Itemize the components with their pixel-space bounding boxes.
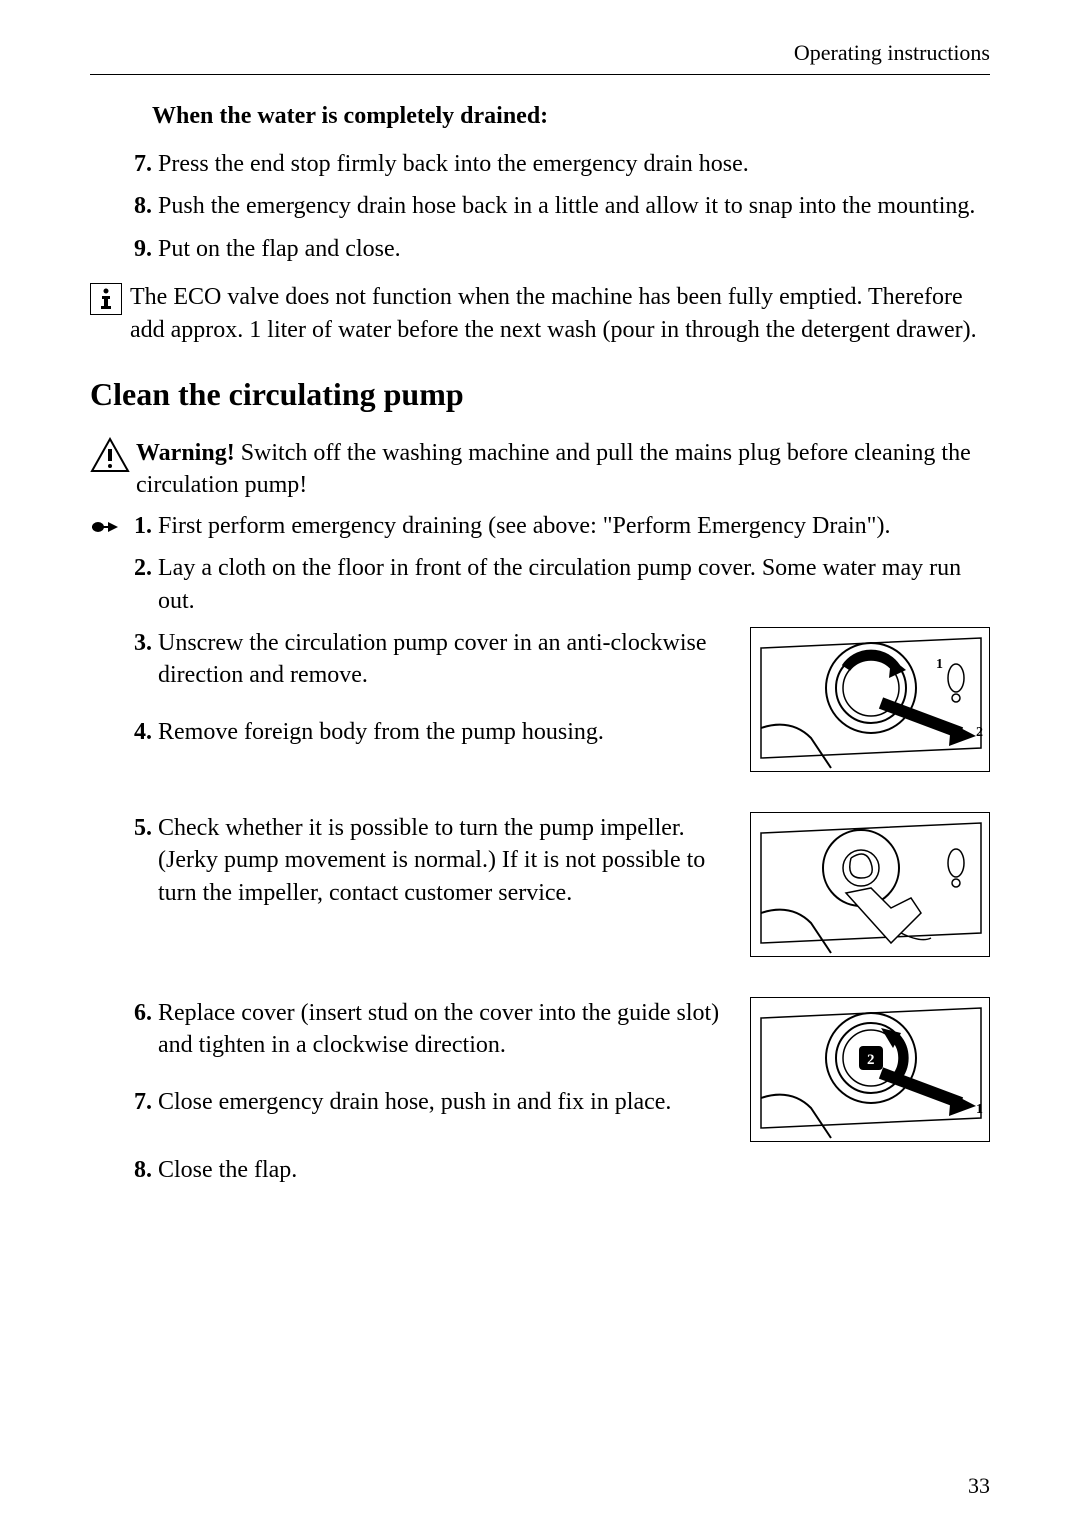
step-num: 5.: [124, 812, 152, 909]
step-8: 8. Push the emergency drain hose back in…: [124, 190, 990, 222]
diagram-unscrew: 1 2: [750, 627, 990, 772]
info-icon: [90, 283, 122, 315]
info-text: The ECO valve does not function when the…: [130, 281, 990, 346]
svg-text:1: 1: [976, 1102, 983, 1117]
step-4: 4. Remove foreign body from the pump hou…: [124, 716, 738, 748]
svg-text:2: 2: [976, 725, 983, 740]
page-number: 33: [968, 1473, 990, 1499]
step-text: Press the end stop firmly back into the …: [158, 148, 990, 180]
step-num: 9.: [124, 233, 152, 265]
step-6: 6. Replace cover (insert stud on the cov…: [124, 997, 738, 1062]
step-text: Close emergency drain hose, push in and …: [158, 1086, 738, 1118]
step-num: 8.: [124, 190, 152, 222]
step-num: 7.: [124, 1086, 152, 1118]
step-8b: 8. Close the flap.: [124, 1154, 990, 1186]
step-num: 3.: [124, 627, 152, 692]
svg-text:2: 2: [867, 1052, 875, 1068]
hand-step-row: 1. First perform emergency draining (see…: [90, 510, 990, 542]
step-text: Push the emergency drain hose back in a …: [158, 190, 990, 222]
hand-pointing-icon: [90, 516, 124, 538]
warning-text: Warning! Switch off the washing machine …: [136, 437, 990, 502]
step-num: 6.: [124, 997, 152, 1062]
step-num: 1.: [124, 510, 152, 542]
info-note: The ECO valve does not function when the…: [90, 281, 990, 346]
step-3: 3. Unscrew the circulation pump cover in…: [124, 627, 738, 692]
page-header: Operating instructions: [794, 40, 990, 66]
step-text: Close the flap.: [158, 1154, 990, 1186]
warning-label: Warning!: [136, 440, 235, 466]
step-num: 7.: [124, 148, 152, 180]
svg-text:1: 1: [936, 657, 943, 672]
step-text: Unscrew the circulation pump cover in an…: [158, 627, 738, 692]
step-text: First perform emergency draining (see ab…: [158, 510, 990, 542]
warning-icon: [90, 437, 130, 502]
step-num: 8.: [124, 1154, 152, 1186]
step-text: Lay a cloth on the floor in front of the…: [158, 552, 990, 617]
step-7: 7. Press the end stop firmly back into t…: [124, 148, 990, 180]
drained-heading: When the water is completely drained:: [152, 103, 990, 130]
step-text: Remove foreign body from the pump housin…: [158, 716, 738, 748]
step-9: 9. Put on the flap and close.: [124, 233, 990, 265]
diagram-impeller: [750, 812, 990, 957]
step-2: 2. Lay a cloth on the floor in front of …: [124, 552, 990, 617]
step-text: Replace cover (insert stud on the cover …: [158, 997, 738, 1062]
step-5: 5. Check whether it is possible to turn …: [124, 812, 738, 909]
step-num: 2.: [124, 552, 152, 617]
warning-body: Switch off the washing machine and pull …: [136, 440, 971, 498]
warning-row: Warning! Switch off the washing machine …: [90, 437, 990, 502]
step-num: 4.: [124, 716, 152, 748]
diagram-replace: 2 1: [750, 997, 990, 1142]
section-title: Clean the circulating pump: [90, 376, 990, 413]
step-7b: 7. Close emergency drain hose, push in a…: [124, 1086, 738, 1118]
step-text: Put on the flap and close.: [158, 233, 990, 265]
step-text: Check whether it is possible to turn the…: [158, 812, 738, 909]
